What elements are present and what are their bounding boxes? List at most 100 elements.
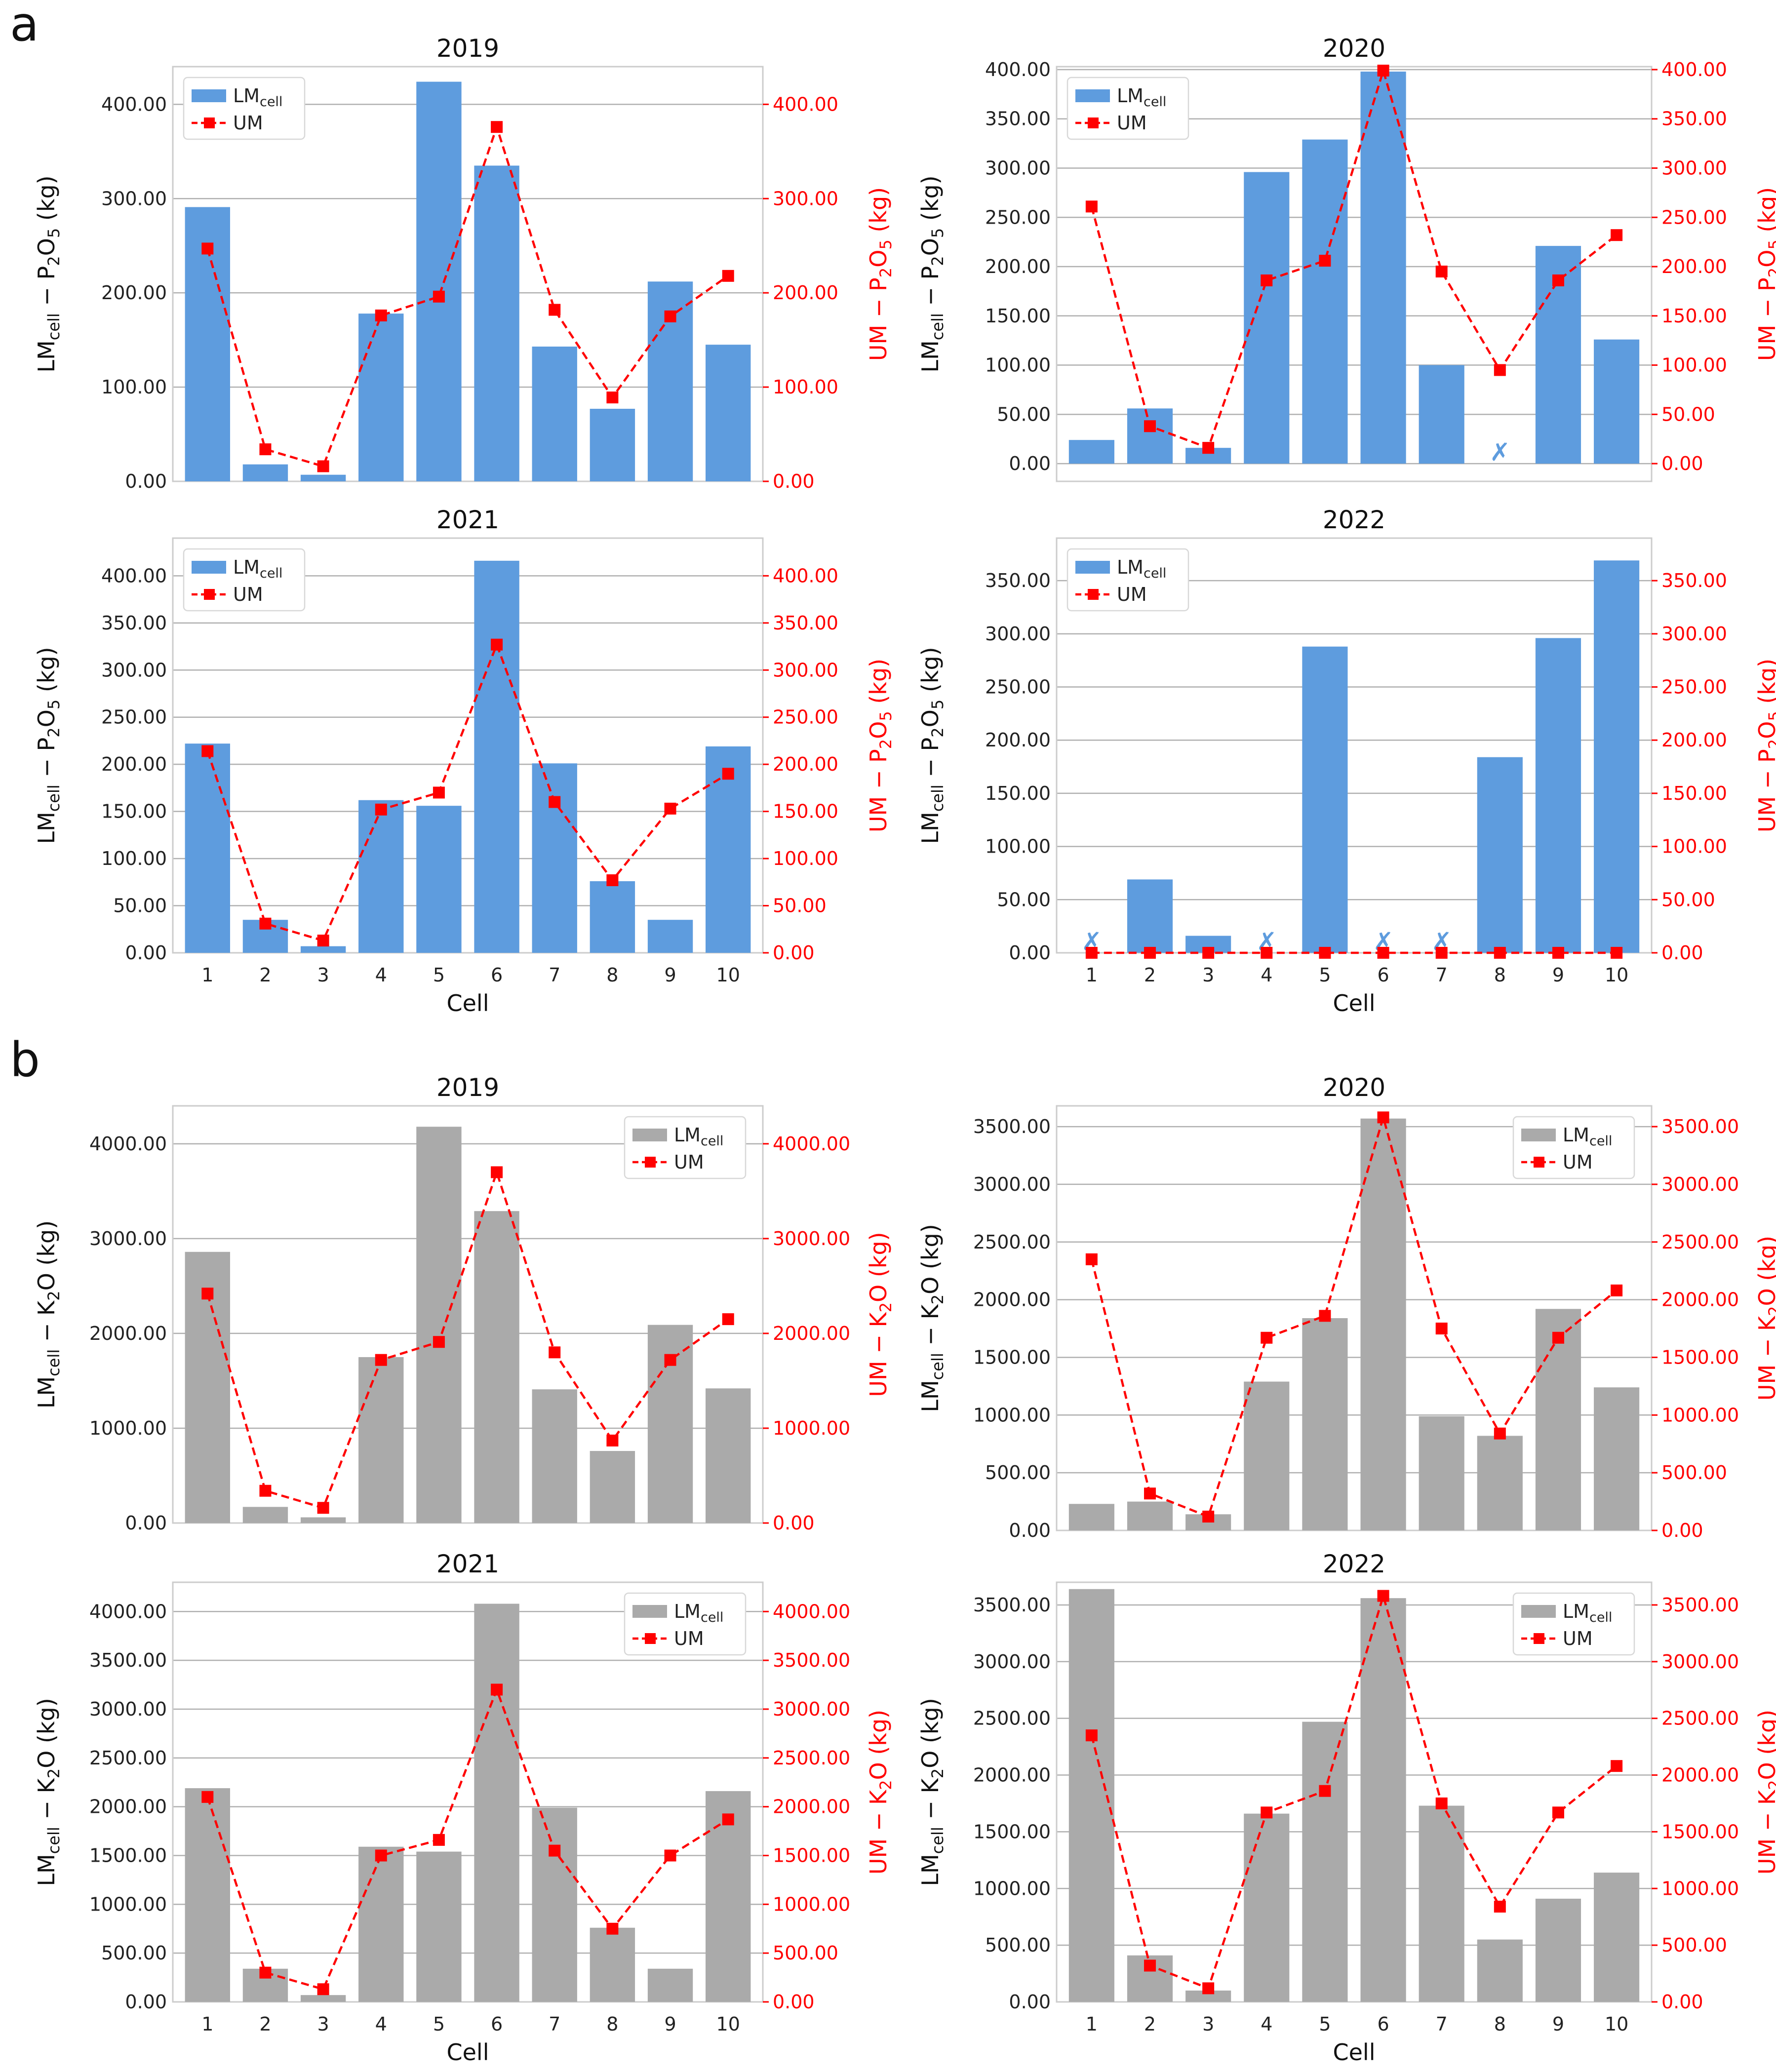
y-tick-label: 4000.00 (89, 1601, 167, 1622)
y-tick-label: 1500.00 (89, 1844, 167, 1866)
y-tick-label: 1500.00 (973, 1821, 1051, 1842)
point-um (1377, 64, 1389, 77)
y2-tick-label: 1500.00 (1661, 1346, 1739, 1368)
chart-title: 2021 (436, 1550, 499, 1578)
y-tick-label: 2000.00 (89, 1323, 167, 1344)
bar-lmcell (1185, 1991, 1231, 2002)
y2-tick-label: 300.00 (1661, 157, 1727, 179)
legend-label-lmcell: LMcell (1563, 1124, 1612, 1149)
x-tick-label: 1 (1086, 2013, 1098, 2035)
x-tick-label: 4 (375, 2013, 387, 2035)
x-tick-label: 10 (1605, 2013, 1628, 2035)
y2-tick-label: 100.00 (773, 848, 838, 869)
y2-tick-label: 400.00 (773, 93, 838, 115)
y2-tick-label: 2000.00 (1661, 1289, 1739, 1311)
y-tick-label: 50.00 (997, 403, 1051, 425)
point-um (606, 391, 619, 404)
point-um (722, 270, 734, 282)
y2-axis-label: UM − P2O5 (kg) (865, 659, 895, 832)
point-um (375, 803, 387, 816)
point-um (1494, 947, 1506, 959)
x-tick-label: 4 (1261, 964, 1272, 986)
y-tick-label: 0.00 (125, 470, 167, 492)
point-um (491, 1166, 503, 1178)
bar-lmcell (358, 800, 404, 953)
y2-tick-label: 0.00 (773, 942, 815, 964)
y-axis-label: LMcell − P2O5 (kg) (917, 647, 947, 844)
x-tick-label: 6 (1377, 2013, 1389, 2035)
bar-lmcell (706, 746, 751, 953)
y-tick-label: 0.00 (125, 942, 167, 964)
point-um (1202, 1982, 1215, 1994)
point-um (1435, 1323, 1448, 1335)
x-tick-label: 6 (491, 964, 503, 986)
bar-lmcell (1594, 1387, 1640, 1530)
point-um (201, 242, 214, 255)
x-tick-label: 2 (1144, 964, 1156, 986)
x-tick-label: 4 (375, 964, 387, 986)
y-tick-label: 400.00 (985, 59, 1051, 80)
chart-b-2020: 2020 0.00 0.00 500.00 500.00 1000.00 1000.00 15… (917, 1073, 1776, 1541)
bar-lmcell (1535, 1898, 1581, 2002)
y2-tick-label: 300.00 (1661, 623, 1727, 645)
y-tick-label: 2500.00 (973, 1231, 1051, 1253)
bar-lmcell (1302, 646, 1348, 953)
bar-lmcell (242, 464, 288, 481)
legend-swatch-lmcell (1075, 89, 1110, 102)
x-axis-label: Cell (447, 990, 489, 1016)
x-tick-label: 7 (1436, 2013, 1448, 2035)
bar-lmcell (1419, 1416, 1464, 1530)
point-um (375, 310, 387, 321)
point-um (1144, 1959, 1156, 1972)
bar-lmcell (1477, 1436, 1523, 1530)
y-tick-label: 500.00 (101, 1942, 167, 1964)
chart-a-2020: 2020 ✗ 0.00 0.00 50.00 50.00 100.00 100.00 150.0… (917, 34, 1776, 482)
y-tick-label: 0.00 (1009, 1520, 1051, 1541)
legend-label-lmcell: LMcell (233, 85, 282, 110)
bar-lmcell (1535, 638, 1581, 953)
y2-axis-label: UM − P2O5 (kg) (1754, 187, 1776, 361)
x-tick-label: 8 (1494, 2013, 1506, 2035)
y2-tick-label: 1000.00 (1661, 1877, 1739, 1899)
bar-lmcell (185, 743, 230, 953)
point-um (1261, 947, 1273, 959)
y-tick-label: 250.00 (985, 206, 1051, 228)
bar-lmcell (300, 474, 346, 481)
point-um (1319, 1785, 1331, 1797)
point-um (664, 802, 676, 815)
y-tick-label: 200.00 (101, 282, 167, 304)
y-tick-label: 2000.00 (973, 1289, 1051, 1311)
bar-lmcell (300, 1517, 346, 1523)
legend-marker-um (645, 1157, 656, 1168)
y2-tick-label: 0.00 (1661, 1991, 1703, 2013)
x-tick-label: 7 (549, 964, 560, 986)
y-tick-label: 0.00 (1009, 942, 1051, 964)
plot-frame (172, 1581, 764, 2003)
y-tick-label: 300.00 (985, 157, 1051, 179)
y2-tick-label: 3000.00 (1661, 1651, 1739, 1673)
point-um (1319, 1310, 1331, 1322)
point-um (1435, 266, 1448, 278)
chart-title: 2021 (436, 506, 499, 534)
y2-tick-label: 1000.00 (1661, 1404, 1739, 1426)
point-um (1144, 947, 1156, 959)
point-um (1377, 1590, 1389, 1602)
point-um (375, 1354, 387, 1366)
point-um (1085, 947, 1098, 959)
legend-swatch-lmcell (1075, 561, 1110, 574)
y-tick-label: 0.00 (125, 1991, 167, 2013)
y2-tick-label: 250.00 (773, 706, 838, 728)
point-um (1494, 1901, 1506, 1913)
y2-tick-label: 200.00 (1661, 256, 1727, 277)
plot-frame (1056, 1581, 1653, 2003)
x-tick-label: 2 (259, 2013, 271, 2035)
point-um (1494, 1427, 1506, 1440)
y2-tick-label: 150.00 (1661, 782, 1727, 804)
line-um (1090, 67, 1618, 450)
line-um (1090, 1592, 1618, 1990)
bar-lmcell (706, 345, 751, 481)
bar-lmcell (1127, 1501, 1173, 1530)
